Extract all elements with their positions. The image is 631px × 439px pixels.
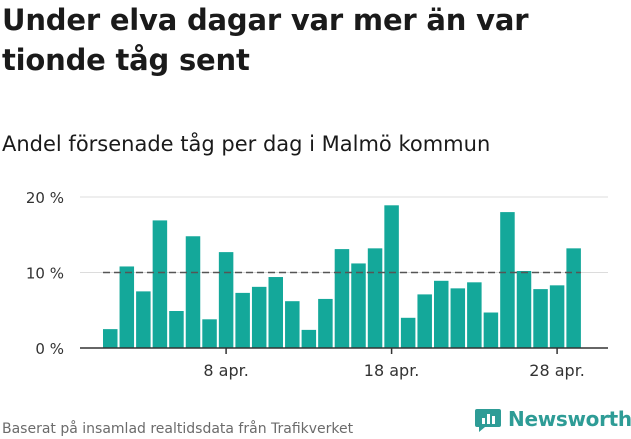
bar <box>268 277 283 348</box>
bar <box>384 205 399 348</box>
bar <box>251 286 267 348</box>
bar <box>235 292 250 348</box>
bar <box>500 212 515 348</box>
bar <box>185 236 201 348</box>
bar <box>467 282 482 348</box>
newsworthy-logo-icon <box>475 409 501 432</box>
y-tick-label: 10 % <box>26 265 64 283</box>
x-tick-label: 8 apr. <box>203 361 248 380</box>
y-tick-label: 0 % <box>35 340 64 358</box>
bar <box>169 311 184 348</box>
bar <box>351 263 366 348</box>
brand-name: Newsworthy <box>508 407 631 431</box>
bar <box>533 289 548 348</box>
bar <box>285 301 300 348</box>
bar <box>516 270 532 348</box>
bar <box>318 298 333 348</box>
bar <box>483 312 499 348</box>
newsworthy-brand[interactable]: Newsworthy <box>474 405 631 433</box>
bar <box>152 220 168 348</box>
bar <box>334 249 350 348</box>
bar <box>136 291 151 348</box>
bar <box>301 329 317 348</box>
x-tick-label: 28 apr. <box>529 361 585 380</box>
bar <box>119 266 135 348</box>
bar <box>450 288 466 348</box>
bar <box>549 285 565 348</box>
chart-subtitle: Andel försenade tåg per dag i Malmö komm… <box>2 132 491 156</box>
bar <box>103 329 118 348</box>
x-tick-label: 18 apr. <box>364 361 420 380</box>
bar <box>417 294 432 348</box>
bar <box>566 248 581 348</box>
source-note: Baserat på insamlad realtidsdata från Tr… <box>2 421 354 437</box>
bar <box>400 317 416 348</box>
chart-title: Under elva dagar var mer än var tionde t… <box>2 3 529 77</box>
bar <box>202 319 217 348</box>
y-tick-label: 20 % <box>26 189 64 207</box>
bar <box>367 248 383 348</box>
bar <box>218 252 234 348</box>
bar-chart: 0 % 10 % 20 % 8 apr. 18 apr. 28 apr. <box>26 189 608 380</box>
bar <box>434 280 449 348</box>
